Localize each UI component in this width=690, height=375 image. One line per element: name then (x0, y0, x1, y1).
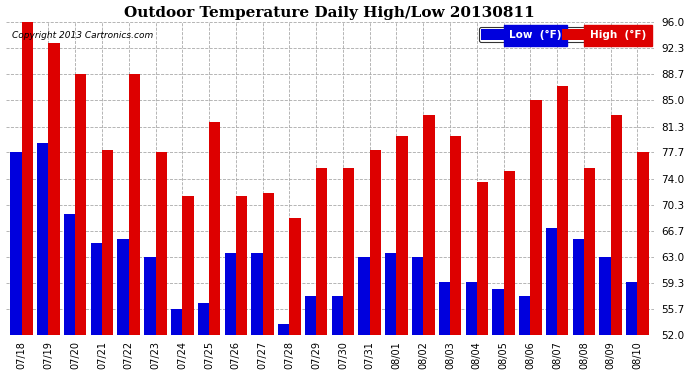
Bar (466, 282, 477, 375)
Bar (75, 74, 86, 375)
Bar (48, 44, 59, 375)
Bar (236, 196, 247, 375)
Bar (37, 143, 48, 375)
Bar (638, 152, 649, 375)
Bar (316, 168, 328, 375)
Bar (627, 282, 638, 375)
Bar (224, 253, 236, 375)
Bar (278, 324, 289, 375)
Bar (584, 168, 595, 375)
Bar (531, 100, 542, 375)
Bar (600, 257, 611, 375)
Bar (90, 243, 102, 375)
Bar (129, 74, 140, 375)
Bar (21, 22, 33, 375)
Bar (557, 86, 569, 375)
Bar (155, 152, 167, 375)
Bar (397, 136, 408, 375)
Bar (439, 282, 450, 375)
Bar (332, 296, 343, 375)
Bar (519, 296, 531, 375)
Bar (385, 253, 397, 375)
Bar (493, 289, 504, 375)
Bar (182, 196, 193, 375)
Bar (450, 136, 462, 375)
Bar (359, 257, 370, 375)
Bar (102, 150, 113, 375)
Bar (251, 253, 263, 375)
Bar (144, 257, 155, 375)
Bar (305, 296, 316, 375)
Bar (171, 309, 182, 375)
Bar (263, 193, 274, 375)
Bar (573, 239, 584, 375)
Bar (343, 168, 354, 375)
Bar (611, 115, 622, 375)
Bar (209, 122, 220, 375)
Bar (117, 239, 129, 375)
Bar (289, 218, 301, 375)
Bar (370, 150, 381, 375)
Text: Copyright 2013 Cartronics.com: Copyright 2013 Cartronics.com (12, 32, 153, 40)
Bar (546, 228, 557, 375)
Bar (198, 303, 209, 375)
Legend: Low  (°F), High  (°F): Low (°F), High (°F) (479, 27, 649, 42)
Bar (10, 152, 21, 375)
Bar (477, 182, 488, 375)
Bar (412, 257, 423, 375)
Bar (504, 171, 515, 375)
Bar (64, 214, 75, 375)
Title: Outdoor Temperature Daily High/Low 20130811: Outdoor Temperature Daily High/Low 20130… (124, 6, 535, 20)
Bar (423, 115, 435, 375)
